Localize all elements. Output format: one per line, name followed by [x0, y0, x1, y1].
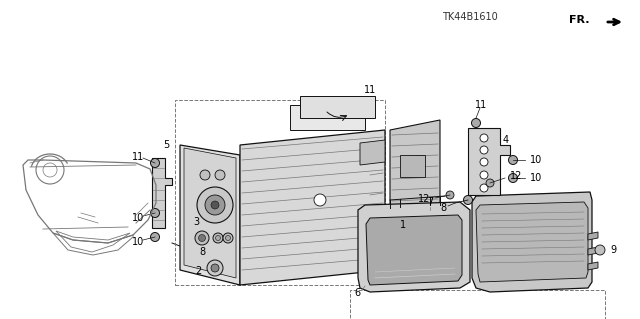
Circle shape [200, 170, 210, 180]
Bar [350, 290, 605, 319]
Text: 10: 10 [530, 155, 542, 165]
Circle shape [198, 234, 205, 241]
Text: 12: 12 [510, 171, 522, 181]
Circle shape [480, 146, 488, 154]
Circle shape [211, 201, 219, 209]
Circle shape [480, 184, 488, 192]
Circle shape [480, 134, 488, 142]
Polygon shape [358, 202, 470, 292]
Circle shape [150, 159, 159, 167]
Circle shape [480, 171, 488, 179]
Polygon shape [152, 158, 172, 228]
Polygon shape [588, 232, 598, 240]
Circle shape [472, 118, 481, 128]
Circle shape [197, 187, 233, 223]
Circle shape [446, 191, 454, 199]
Polygon shape [588, 262, 598, 270]
Text: 3: 3 [193, 217, 199, 227]
Text: 1: 1 [400, 220, 406, 230]
Text: 9: 9 [610, 245, 616, 255]
Polygon shape [180, 145, 240, 285]
Polygon shape [468, 128, 510, 195]
Circle shape [213, 233, 223, 243]
Polygon shape [360, 140, 385, 165]
Circle shape [207, 260, 223, 276]
Circle shape [480, 158, 488, 166]
Circle shape [486, 179, 494, 187]
Circle shape [595, 245, 605, 255]
Polygon shape [300, 96, 375, 118]
Circle shape [509, 174, 518, 182]
Polygon shape [290, 105, 365, 130]
Text: 10: 10 [132, 237, 144, 247]
Text: 8: 8 [440, 203, 446, 213]
Polygon shape [240, 130, 385, 285]
Text: 4: 4 [503, 135, 509, 145]
Circle shape [509, 155, 518, 165]
Polygon shape [472, 192, 592, 292]
Text: 10: 10 [530, 173, 542, 183]
Circle shape [180, 243, 189, 253]
Text: 11: 11 [364, 85, 376, 95]
Polygon shape [588, 247, 598, 255]
Text: 7: 7 [427, 197, 433, 207]
Polygon shape [184, 148, 236, 278]
Bar [175, 100, 385, 285]
Circle shape [463, 196, 472, 204]
Circle shape [216, 235, 221, 241]
Text: 5: 5 [163, 140, 169, 150]
Circle shape [195, 231, 209, 245]
Text: 11: 11 [475, 100, 487, 110]
Circle shape [314, 194, 326, 206]
Circle shape [211, 264, 219, 272]
Text: 11: 11 [132, 152, 144, 162]
Circle shape [205, 195, 225, 215]
Polygon shape [390, 120, 440, 265]
Text: 10: 10 [132, 213, 144, 223]
Circle shape [150, 209, 159, 218]
Circle shape [225, 235, 230, 241]
Text: FR.: FR. [570, 15, 590, 25]
Text: TK44B1610: TK44B1610 [442, 12, 498, 22]
Circle shape [215, 170, 225, 180]
Text: 6: 6 [354, 288, 360, 298]
Text: 8: 8 [199, 247, 205, 257]
Polygon shape [476, 202, 588, 282]
Circle shape [223, 233, 233, 243]
Polygon shape [366, 215, 462, 285]
Bar [400, 155, 425, 177]
Circle shape [150, 233, 159, 241]
Text: 2: 2 [195, 266, 201, 276]
Text: 12: 12 [418, 194, 430, 204]
